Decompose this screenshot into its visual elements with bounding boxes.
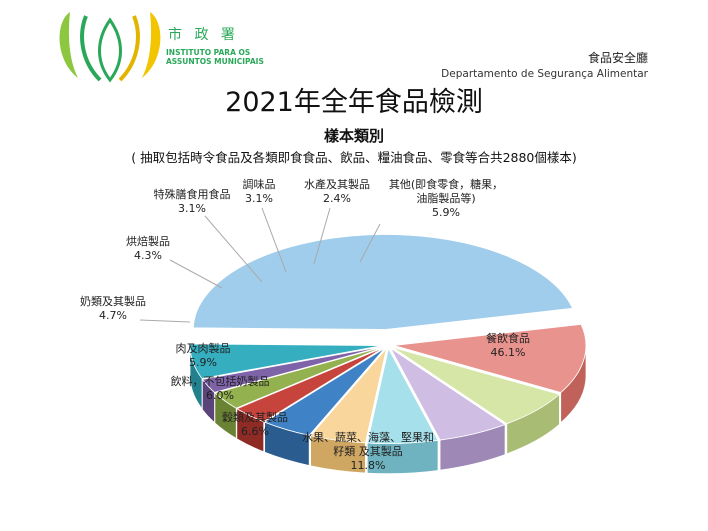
slice-label-10-line-1: 油脂製品等) (416, 191, 475, 205)
pie-chart (189, 234, 587, 474)
chart-title: 2021年全年食品檢測 (225, 87, 483, 118)
logo-leaf-left (59, 12, 78, 78)
slice-value-1: 11.8% (351, 459, 386, 472)
department-portuguese-name: Departamento de Segurança Alimentar (441, 68, 649, 80)
logo-stroke-right (118, 15, 140, 82)
pie-slice-6 (263, 347, 386, 436)
slice-value-7: 3.1% (178, 202, 206, 215)
logo-chinese-name: 市 政 署 (168, 26, 239, 43)
slice-label-0: 餐飲食品 (486, 331, 530, 345)
slice-label-1-line-0: 水果、蔬菜、海藻、堅果和 (302, 430, 434, 444)
slice-label-5: 奶類及其製品 (80, 294, 146, 308)
label-leader-line-6 (169, 259, 223, 289)
pie-slice-0 (192, 234, 574, 330)
slice-label-1-line-1: 籽類 及其製品 (333, 444, 403, 458)
label-leader-line-8 (261, 207, 287, 273)
pie-slice-9 (201, 346, 383, 393)
logo-stroke-left (80, 15, 102, 82)
slice-label-9: 水產及其製品 (304, 177, 370, 191)
slice-value-6: 4.3% (134, 249, 162, 262)
pie-slice-4 (366, 347, 439, 444)
pie-slice-1 (393, 323, 587, 393)
slice-value-3: 6.0% (206, 389, 234, 402)
pie-slice-10 (189, 343, 383, 379)
slice-value-4: 5.9% (189, 356, 217, 369)
chart-sample-note: ( 抽取包括時令食品及各類即食食品、飲品、糧油食品、零食等合共2880個樣本) (131, 150, 577, 165)
pie-slice-3 (390, 347, 506, 441)
slice-value-9: 2.4% (323, 192, 351, 205)
label-leader-line-9 (313, 207, 331, 265)
institute-logo (59, 12, 161, 83)
slice-label-8: 調味品 (243, 177, 276, 191)
logo-drop (98, 17, 122, 83)
slice-value-10: 5.9% (432, 206, 460, 219)
pie-slice-5 (309, 348, 387, 444)
slice-label-2: 穀類及其製品 (222, 410, 288, 424)
pie-slice-8 (214, 346, 384, 409)
logo-portuguese-line-1: INSTITUTO PARA OS (166, 48, 250, 57)
label-leader-line-7 (204, 215, 263, 283)
label-leader-line-5 (139, 319, 191, 323)
label-leader-line-10 (359, 223, 381, 263)
logo-portuguese-line-2: ASSUNTOS MUNICIPAIS (166, 57, 264, 66)
slice-label-10-line-0: 其他(即食零食，糖果， (389, 177, 503, 191)
slice-label-4: 肉及肉製品 (176, 341, 231, 355)
pie-slice-2 (392, 347, 561, 425)
slice-label-3: 飲料，不包括奶製品 (171, 374, 270, 388)
slice-value-0: 46.1% (491, 346, 526, 359)
slice-label-7: 特殊膳食用食品 (154, 187, 231, 201)
slice-value-5: 4.7% (99, 309, 127, 322)
logo-leaf-right (142, 12, 161, 78)
chart-subtitle: 樣本類別 (324, 127, 384, 145)
department-chinese-name: 食品安全廳 (588, 50, 648, 65)
slice-value-2: 6.6% (241, 425, 269, 438)
pie-slice-7 (236, 347, 385, 423)
slice-label-6: 烘焙製品 (126, 234, 170, 248)
slice-value-8: 3.1% (245, 192, 273, 205)
